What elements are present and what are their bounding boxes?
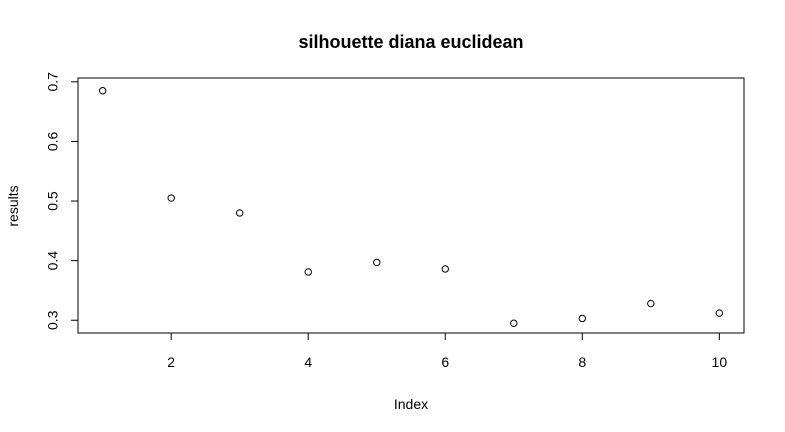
data-points <box>98 87 724 327</box>
data-point <box>715 309 724 317</box>
x-axis: 2 4 6 8 10 <box>167 332 728 370</box>
data-point <box>578 314 586 323</box>
x-tick-label: 8 <box>578 354 586 370</box>
x-tick-label: 4 <box>304 354 312 370</box>
x-axis-label: Index <box>394 396 428 412</box>
y-tick-label: 0.6 <box>45 131 61 151</box>
y-tick-label: 0.7 <box>45 72 61 92</box>
y-tick-label: 0.4 <box>45 251 61 271</box>
x-tick-label: 6 <box>441 354 449 370</box>
x-tick-label: 10 <box>712 354 728 370</box>
y-axis-label: results <box>5 185 21 226</box>
x-tick-label: 2 <box>167 354 175 370</box>
chart-title: silhouette diana euclidean <box>298 32 523 52</box>
data-point <box>510 319 518 327</box>
data-point <box>304 268 312 276</box>
y-tick-label: 0.3 <box>45 310 61 330</box>
data-point <box>441 265 449 273</box>
y-axis: 0.3 0.4 0.5 0.6 0.7 <box>45 72 79 330</box>
y-tick-label: 0.5 <box>45 191 61 211</box>
data-point <box>373 258 381 267</box>
data-point <box>98 87 107 95</box>
data-point <box>647 299 655 308</box>
data-point <box>167 194 175 202</box>
plot-frame <box>77 77 745 334</box>
data-point <box>236 209 244 217</box>
